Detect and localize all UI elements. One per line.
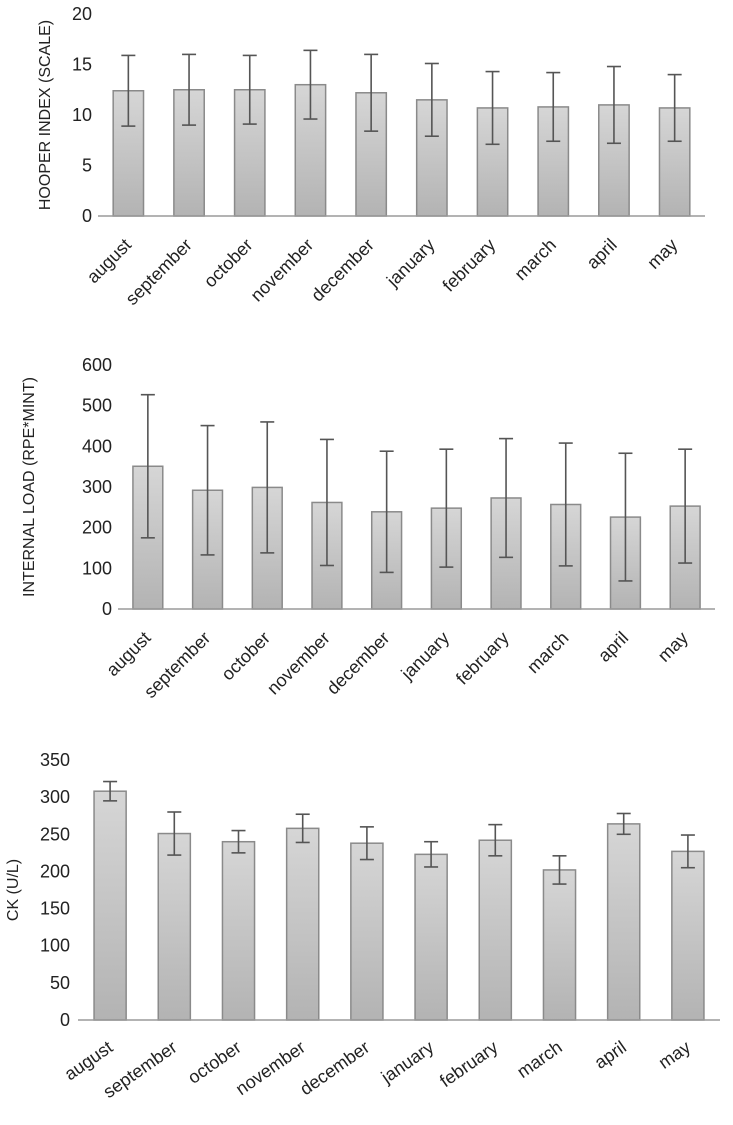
y-tick-label: 0 (102, 599, 112, 619)
y-tick-label: 200 (82, 518, 112, 538)
y-tick-label: 350 (40, 750, 70, 770)
y-axis-label: INTERNAL LOAD (RPE*MINT) (21, 377, 38, 597)
y-tick-label: 300 (40, 787, 70, 807)
x-category-label: april (594, 628, 632, 666)
x-category-label: october (217, 628, 274, 685)
x-category-label: february (452, 628, 513, 689)
bar-november (285, 827, 320, 1021)
y-tick-label: 400 (82, 436, 112, 456)
x-category-label: january (377, 1037, 438, 1088)
y-tick-label: 250 (40, 824, 70, 844)
x-category-label: december (307, 235, 378, 306)
y-tick-label: 100 (82, 558, 112, 578)
x-category-label: august (83, 235, 135, 287)
x-category-label: april (583, 235, 621, 273)
y-tick-label: 15 (72, 55, 92, 75)
y-tick-label: 200 (40, 861, 70, 881)
chart-panel-2: 0 100 200 300 400 500 600 INTERNAL LOAD (RPE*MI… (21, 355, 715, 702)
y-tick-label: 0 (60, 1010, 70, 1030)
y-axis-label: HOOPER INDEX (SCALE) (37, 20, 54, 210)
bar-october (221, 840, 256, 1021)
x-category-label: may (655, 1037, 694, 1073)
chart-panel-1: 0 5 10 15 20 HOOPER INDEX (SCALE) augustseptem… (37, 4, 705, 309)
x-category-label: january (382, 235, 439, 292)
y-tick-label: 5 (82, 156, 92, 176)
bar-august (93, 790, 127, 1021)
x-category-label: march (511, 235, 561, 285)
bar-september (157, 832, 192, 1021)
y-tick-label: 600 (82, 355, 112, 375)
x-category-label: september (122, 235, 196, 309)
x-category-label: may (654, 628, 692, 666)
x-category-label: march (513, 1037, 565, 1082)
x-category-label: august (102, 628, 154, 680)
bar-january (414, 853, 448, 1021)
y-tick-label: 150 (40, 899, 70, 919)
y-tick-label: 0 (82, 206, 92, 226)
bar-april (606, 823, 641, 1021)
x-category-label: november (232, 1037, 309, 1099)
x-category-label: february (436, 1037, 502, 1091)
x-category-label: november (247, 235, 318, 306)
bar-december (350, 842, 384, 1021)
y-tick-label: 50 (50, 973, 70, 993)
x-category-label: october (200, 235, 257, 292)
y-axis-label: CK (U/L) (5, 859, 22, 921)
x-category-label: december (296, 1037, 373, 1099)
x-category-label: may (643, 235, 681, 273)
y-tick-label: 300 (82, 477, 112, 497)
bar-may (671, 850, 705, 1021)
bar-march (542, 869, 577, 1021)
x-category-label: march (523, 628, 573, 678)
x-category-label: august (61, 1037, 117, 1084)
bar-february (478, 839, 513, 1021)
x-category-label: december (323, 628, 394, 699)
y-tick-label: 100 (40, 936, 70, 956)
y-tick-label: 10 (72, 105, 92, 125)
y-tick-label: 500 (82, 396, 112, 416)
y-tick-label: 20 (72, 4, 92, 24)
x-category-label: april (591, 1037, 630, 1073)
x-category-label: january (397, 628, 454, 685)
x-category-label: february (439, 235, 500, 296)
x-category-label: november (263, 628, 334, 699)
